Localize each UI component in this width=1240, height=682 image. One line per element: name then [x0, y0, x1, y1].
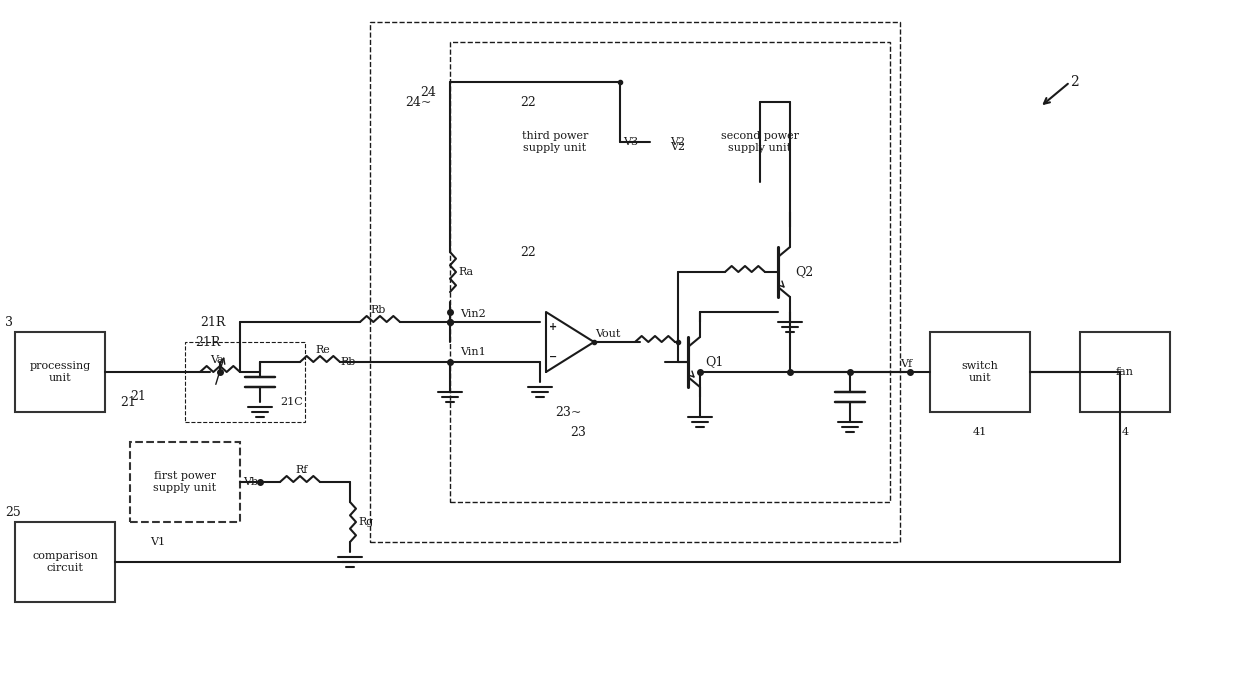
Text: 24~: 24~ [405, 95, 432, 108]
Bar [689, 102, 830, 182]
Bar [185, 342, 305, 422]
Bar [15, 522, 115, 602]
Text: Vout: Vout [595, 329, 620, 339]
Text: Ra: Ra [458, 267, 474, 277]
Text: 2: 2 [1070, 75, 1079, 89]
Text: Rb: Rb [340, 357, 356, 367]
Text: 21R: 21R [200, 316, 226, 329]
Text: V1: V1 [150, 537, 165, 547]
Text: Rf: Rf [295, 465, 308, 475]
Text: first power
supply unit: first power supply unit [154, 471, 217, 493]
Text: Vf: Vf [900, 359, 913, 369]
Text: 23~: 23~ [556, 406, 582, 419]
Text: 3: 3 [5, 316, 12, 329]
Text: V3: V3 [622, 137, 639, 147]
Text: −: − [549, 352, 557, 362]
Bar [490, 102, 620, 182]
Text: 23: 23 [570, 426, 585, 439]
Bar [370, 22, 900, 542]
Bar [930, 332, 1030, 412]
Text: +: + [549, 322, 557, 332]
Bar [450, 42, 890, 502]
Text: Rg: Rg [358, 517, 373, 527]
Text: 22: 22 [520, 246, 536, 258]
Text: 22: 22 [520, 95, 536, 108]
Text: 24: 24 [420, 85, 436, 98]
Text: Q1: Q1 [706, 355, 723, 368]
Text: 21: 21 [120, 396, 136, 409]
Text: V2: V2 [670, 142, 686, 152]
Text: 41: 41 [973, 427, 987, 437]
Text: comparison
circuit: comparison circuit [32, 551, 98, 573]
Text: 4: 4 [1121, 427, 1128, 437]
Text: third power
supply unit: third power supply unit [522, 131, 588, 153]
Bar [130, 442, 241, 522]
Text: processing
unit: processing unit [30, 361, 91, 383]
Text: fan: fan [1116, 367, 1135, 377]
Text: second power
supply unit: second power supply unit [720, 131, 799, 153]
Bar [15, 332, 105, 412]
Text: 21C: 21C [280, 397, 303, 407]
Text: switch
unit: switch unit [961, 361, 998, 383]
Text: Vb: Vb [243, 477, 258, 487]
Text: 21R: 21R [195, 336, 221, 349]
Text: Vin2: Vin2 [460, 309, 486, 319]
Text: Rb: Rb [370, 305, 386, 315]
Bar [1080, 332, 1171, 412]
Text: V2: V2 [670, 137, 686, 147]
Text: Va: Va [210, 355, 223, 365]
Text: 25: 25 [5, 505, 21, 518]
Text: Q2: Q2 [795, 265, 813, 278]
Text: 21: 21 [130, 391, 146, 404]
Text: Re: Re [315, 345, 330, 355]
Text: Vin1: Vin1 [460, 347, 486, 357]
